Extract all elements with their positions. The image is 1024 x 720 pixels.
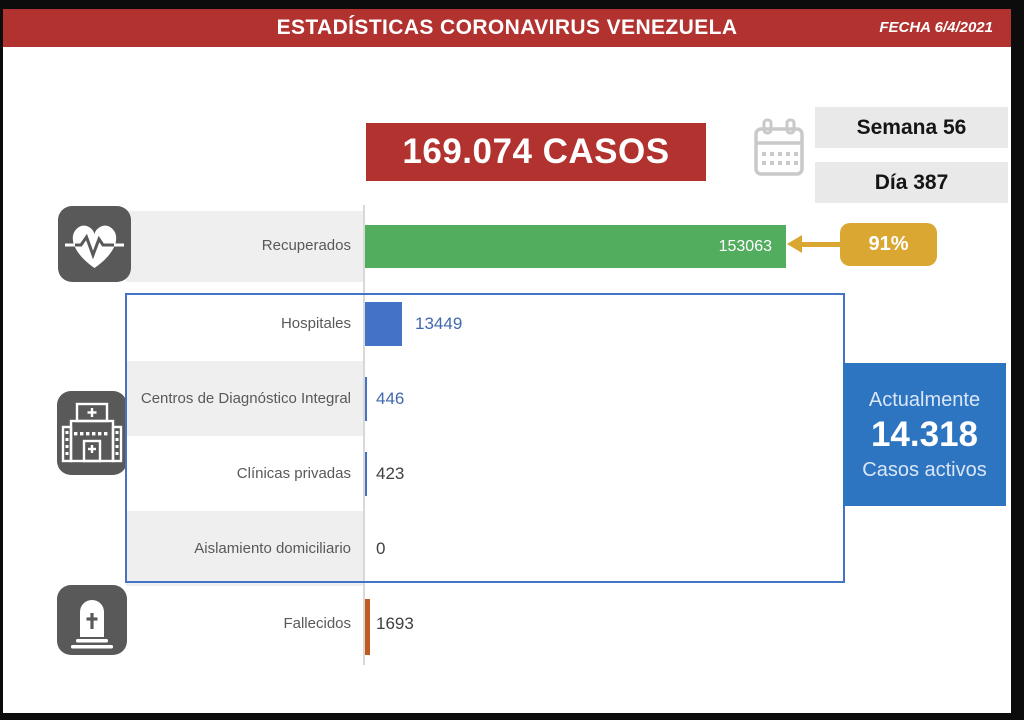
value-fallecidos: 1693	[376, 614, 414, 633]
recovered-percent-badge: 91%	[840, 223, 937, 266]
bar-clinicas	[365, 452, 367, 496]
bar-recuperados: 153063	[365, 225, 786, 268]
week-badge: Semana 56	[815, 107, 1008, 148]
header-banner: ESTADÍSTICAS CORONAVIRUS VENEZUELA FECHA…	[3, 9, 1011, 47]
slide: ESTADÍSTICAS CORONAVIRUS VENEZUELA FECHA…	[3, 9, 1011, 713]
category-label-cdi: Centros de Diagnóstico Integral	[140, 390, 351, 407]
chart-axis	[363, 205, 365, 665]
calendar-icon	[750, 115, 808, 182]
category-label-clinicas: Clínicas privadas	[236, 465, 351, 482]
bar-fallecidos	[365, 599, 370, 655]
value-cdi: 446	[376, 389, 405, 408]
category-label-fallecidos: Fallecidos	[283, 615, 351, 632]
arrow-left-icon	[787, 235, 802, 253]
active-cases-outline	[125, 293, 845, 583]
tombstone-icon	[57, 585, 127, 655]
row-stripe	[126, 211, 363, 282]
value-hospitales: 13449	[415, 314, 463, 333]
value-clinicas: 423	[376, 464, 405, 483]
category-label-hospitales: Hospitales	[280, 315, 351, 332]
active-cases-label-bottom: Casos activos	[862, 458, 987, 481]
row-stripe	[126, 361, 363, 436]
active-cases-box: Actualmente 14.318 Casos activos	[843, 363, 1006, 506]
row-stripe	[126, 511, 363, 586]
day-badge: Día 387	[815, 162, 1008, 203]
bar-hospitales	[365, 302, 402, 346]
date-label: FECHA 6/4/2021	[879, 19, 993, 36]
active-cases-label-top: Actualmente	[868, 388, 981, 411]
page-title: ESTADÍSTICAS CORONAVIRUS VENEZUELA	[276, 16, 738, 39]
value-aislamiento: 0	[376, 539, 386, 558]
arrow-shaft	[801, 242, 841, 247]
total-cases-badge: 169.074 CASOS	[366, 123, 706, 181]
hospital-icon	[57, 391, 127, 475]
category-label-aislamiento: Aislamiento domiciliario	[194, 540, 351, 557]
heart-pulse-icon	[58, 206, 131, 282]
active-cases-value: 14.318	[870, 414, 979, 454]
bar-cdi	[365, 377, 367, 421]
category-label-recuperados: Recuperados	[261, 237, 351, 254]
